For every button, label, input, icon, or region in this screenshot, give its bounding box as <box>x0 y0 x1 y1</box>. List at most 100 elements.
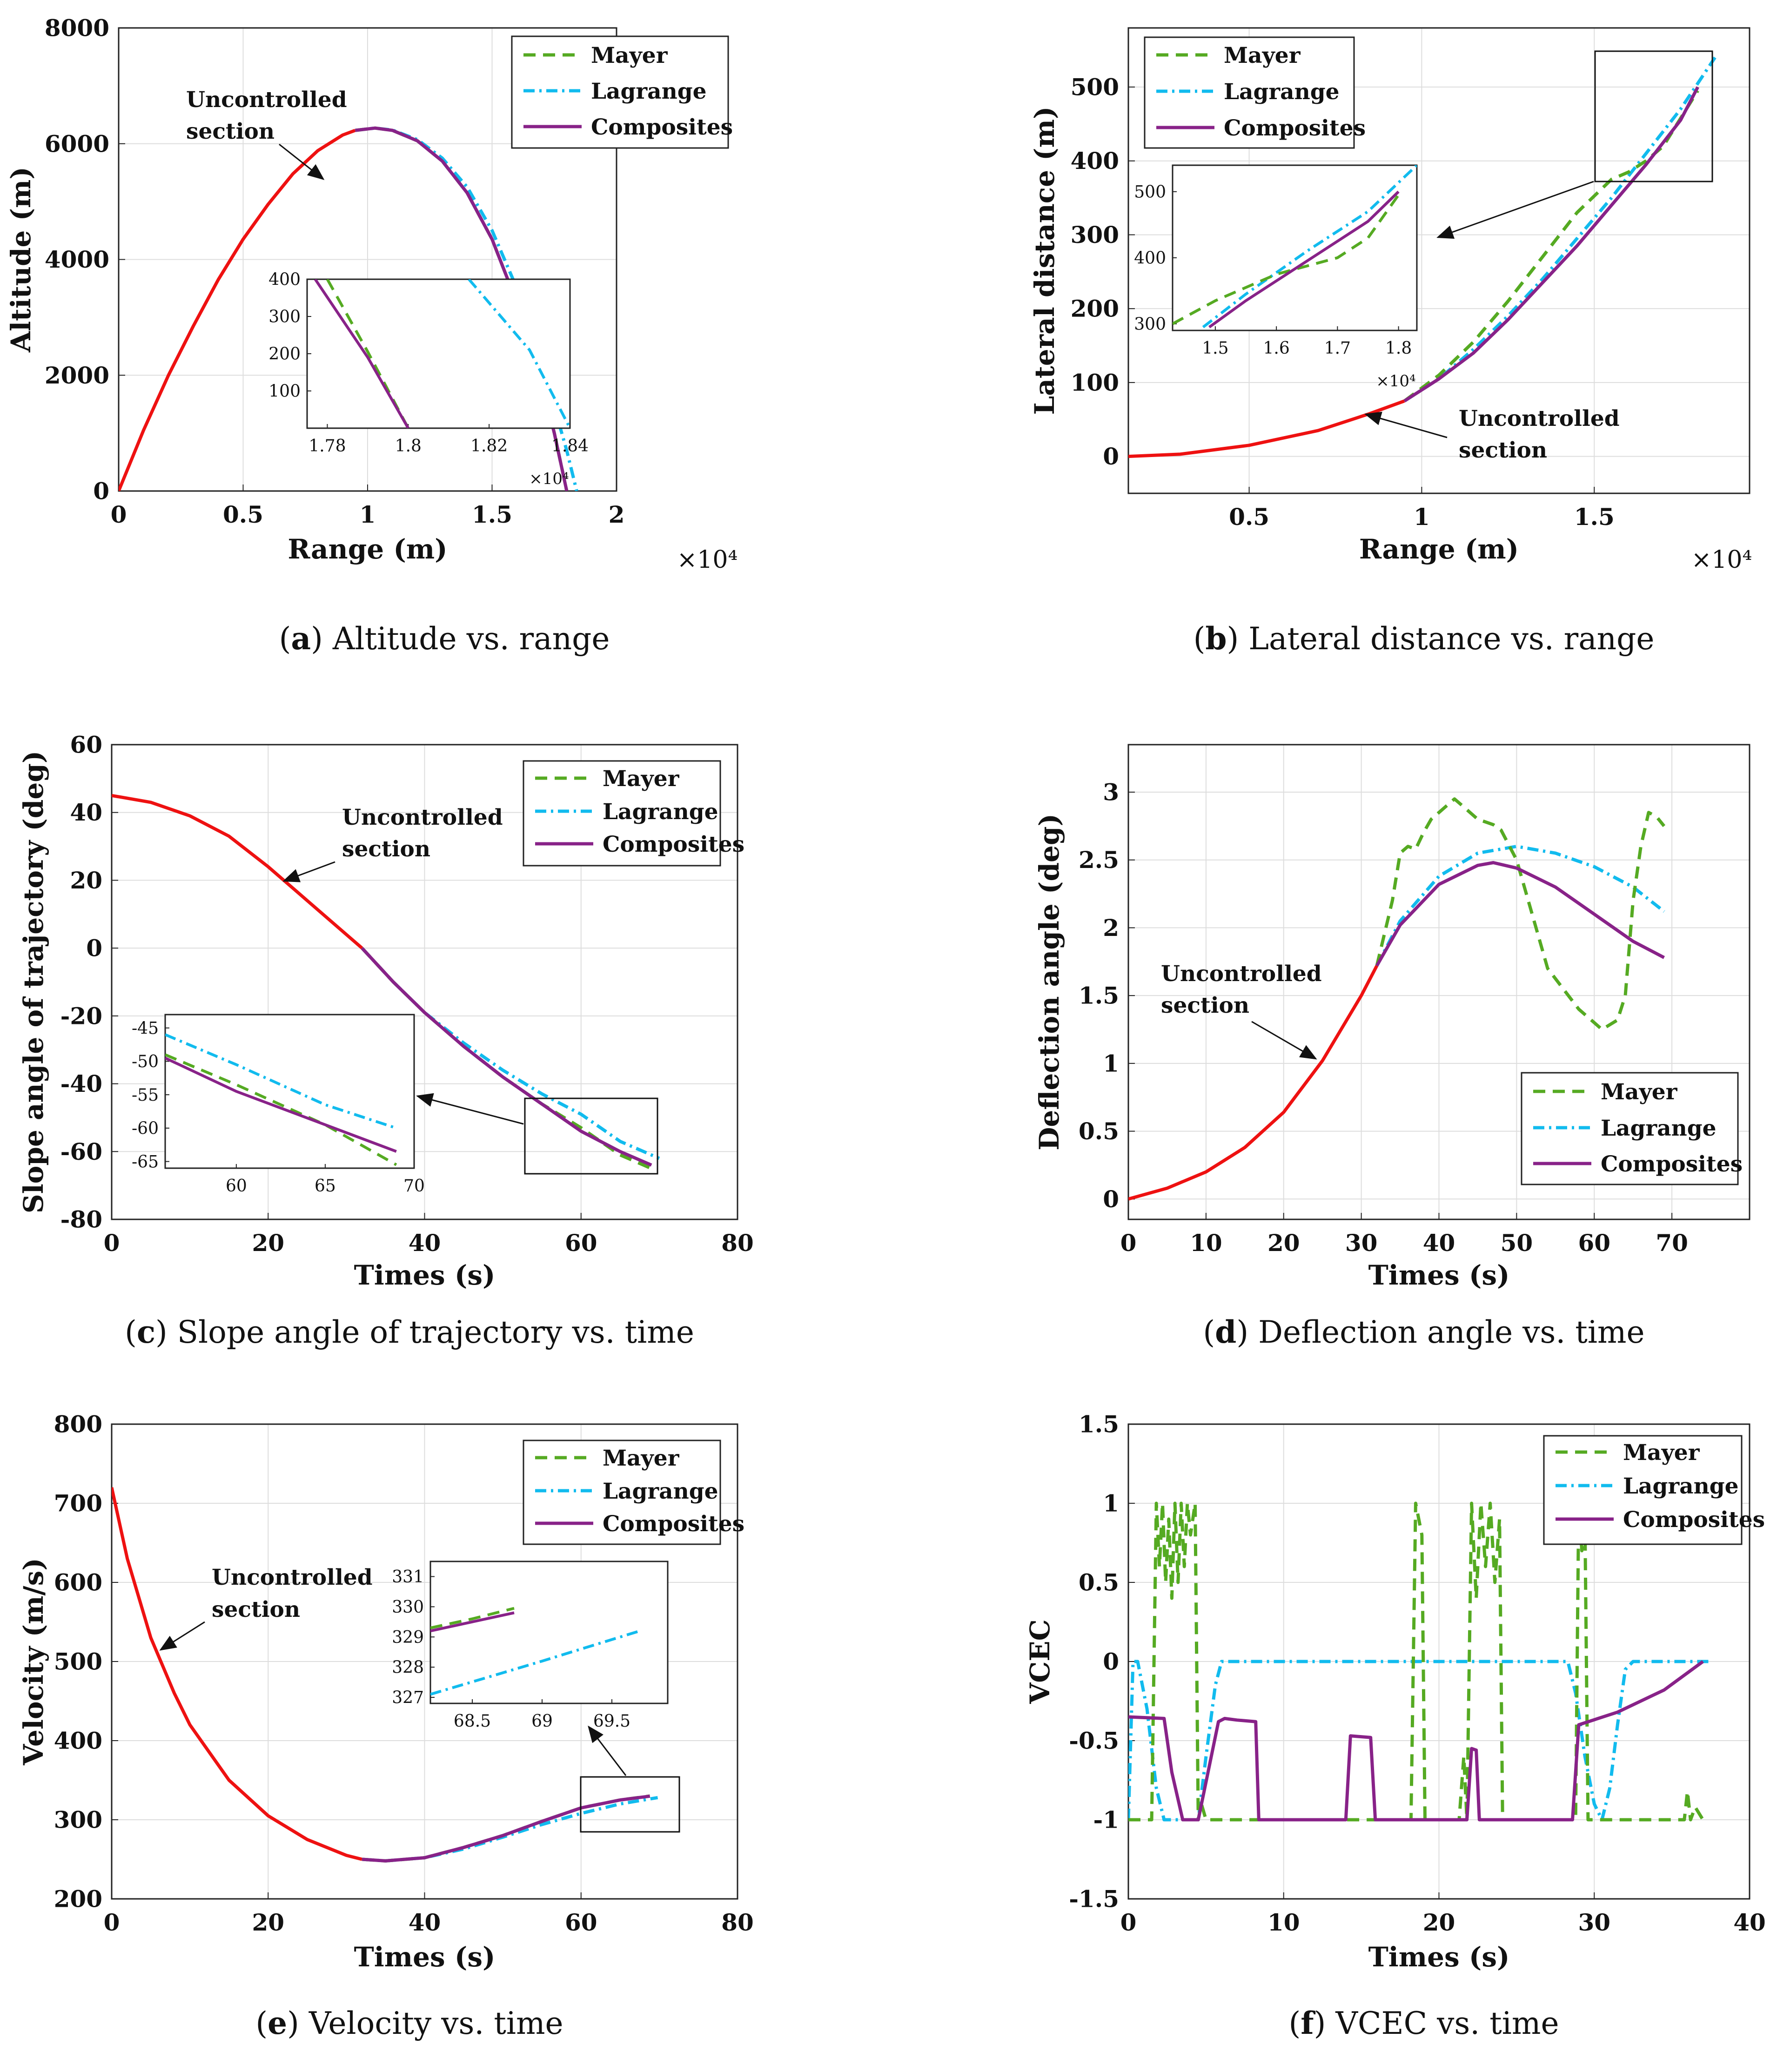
chart-a-legend-label-mayer: Mayer <box>591 43 668 68</box>
chart-b-inset-xtick-label: 1.5 <box>1202 339 1228 358</box>
chart-d-series-composites-point <box>1555 887 1556 888</box>
chart-b-x-axis-label: Range (m) <box>1359 533 1519 565</box>
chart-e-xtick-label: 20 <box>252 1909 284 1936</box>
chart-f-series-mayer-point <box>1575 1819 1576 1820</box>
chart-f-series-mayer-point <box>1178 1582 1179 1583</box>
chart-d-annotation-text: Uncontrolled <box>1161 961 1322 987</box>
chart-e-series-group <box>112 1487 658 1863</box>
chart-b-series-uncontrolled-line <box>1128 399 1405 458</box>
chart-a-series-composites-point <box>392 130 393 131</box>
chart-e-series-uncontrolled-point <box>150 1637 151 1638</box>
chart-a-series-composites-point <box>467 193 468 194</box>
chart-f-series-mayer-point <box>1471 1503 1472 1504</box>
chart-d-legend: Mayer Lagrange Composites <box>1521 1072 1743 1185</box>
chart-f-series-mayer-point <box>1687 1791 1688 1792</box>
chart-c-x-axis-label: Times (s) <box>354 1259 496 1291</box>
chart-c-caption: (c) Slope angle of trajectory vs. time <box>125 1314 694 1350</box>
chart-b-series-uncontrolled-point <box>1369 413 1370 414</box>
chart-d-series-group <box>1128 797 1666 1201</box>
chart-a-ytick-label: 4000 <box>45 246 109 273</box>
chart-e-inset-ytick-label: 327 <box>392 1689 424 1708</box>
chart-c-series-uncontrolled-line <box>112 794 363 949</box>
chart-c-series-mayer-point <box>651 1168 652 1169</box>
chart-d-series-composites-point <box>1663 957 1664 958</box>
chart-f-series-lagrange-point <box>1568 1661 1569 1662</box>
chart-b-inset-axes: 1.5 1.6 1.7 1.8 300 400 500 <box>1134 164 1418 358</box>
chart-f-ytick-label: 1.5 <box>1079 1411 1119 1438</box>
chart-e-inset-series-composites-point <box>472 1621 473 1622</box>
chart-d-plot-border <box>1127 744 1750 1220</box>
chart-b-series-composites-point <box>1439 378 1440 379</box>
chart-b-ytick-label: 400 <box>1071 147 1119 175</box>
chart-f-series-mayer-point <box>1181 1503 1182 1504</box>
chart-b-inset-series-lagrange-point <box>1246 294 1247 295</box>
chart-f-legend-label-mayer: Mayer <box>1623 1440 1700 1466</box>
chart-d-y-axis-label: Deflection angle (deg) <box>1033 814 1065 1150</box>
chart-b-legend-label-mayer: Mayer <box>1224 43 1301 68</box>
chart-e-ytick-label: 500 <box>54 1648 102 1675</box>
chart-b-series-mayer-point <box>1611 179 1612 180</box>
chart-f-series-lagrange-point <box>1215 1685 1216 1686</box>
chart-e-series-composites-point <box>463 1847 464 1848</box>
chart-f-series-composites-point <box>1237 1720 1238 1721</box>
chart-d-ytick-label: 2 <box>1103 914 1119 942</box>
chart-b-inset-xtick-label: 1.7 <box>1324 339 1351 358</box>
chart-c-series-group <box>112 794 660 1170</box>
chart-b-inset-series-lagrange-point <box>1307 251 1308 252</box>
chart-c-inset-series-composites-point <box>396 1151 397 1152</box>
chart-e-series-composites-line <box>362 1794 650 1863</box>
chart-d-series-mayer-point <box>1501 830 1502 831</box>
chart-c-series-lagrange-point <box>659 1158 660 1159</box>
chart-f-series-lagrange-line <box>1128 1660 1711 1822</box>
chart-f-x-axis-label: Times (s) <box>1368 1941 1510 1973</box>
chart-d-series-composites-point <box>1594 914 1595 915</box>
chart-f-series-mayer-point <box>1206 1819 1207 1820</box>
chart-a-inset-series-group <box>314 279 570 428</box>
chart-a-series-uncontrolled-point <box>218 279 219 280</box>
chart-b-inset-series-composites-line <box>1208 190 1400 329</box>
chart-c-series-composites-point <box>424 1012 425 1013</box>
chart-f-legend-label-lagrange: Lagrange <box>1623 1473 1739 1499</box>
chart-f-series-mayer-point <box>1490 1503 1491 1504</box>
chart-a-ytick-label: 2000 <box>45 362 109 389</box>
chart-a-inset-series-mayer-point <box>367 351 368 352</box>
chart-a-inset-ytick-label: 200 <box>268 345 301 364</box>
chart-f-series-lagrange-point <box>1156 1788 1157 1789</box>
chart-d-ytick-label: 0.5 <box>1079 1117 1119 1145</box>
chart-d-xtick-label: 70 <box>1656 1229 1688 1257</box>
chart-c-inset-series-lagrange-point <box>325 1104 326 1105</box>
chart-f-series-mayer-point <box>1588 1819 1589 1820</box>
chart-e-ytick-label: 300 <box>54 1806 102 1834</box>
chart-a-series-composites-point <box>492 239 493 240</box>
chart-d-series-mayer-point <box>1633 900 1634 901</box>
chart-e-inset-ytick-label: 328 <box>392 1658 424 1677</box>
chart-c-annotation-text: section <box>342 836 430 862</box>
chart-b-inset-ytick-label: 400 <box>1134 249 1166 268</box>
chart-b-caption: (b) Lateral distance vs. range <box>1194 620 1655 657</box>
chart-b-series-uncontrolled-point <box>1318 430 1319 431</box>
chart-b-inset-series-group <box>1173 165 1417 329</box>
chart-d-series-composites-point <box>1400 925 1401 926</box>
chart-c-legend-label-lagrange: Lagrange <box>603 799 718 825</box>
chart-b-ytick-label: 500 <box>1071 73 1119 101</box>
chart-c-inset-series-lagrange-line <box>165 1033 397 1130</box>
chart-b-inset-series-composites-point <box>1209 327 1210 328</box>
chart-b-series-composites-point <box>1576 245 1577 246</box>
chart-d-series-lagrange-point <box>1663 911 1664 912</box>
chart-e-inset-series-mayer-point <box>514 1608 515 1609</box>
chart-f-series-mayer-point <box>1463 1756 1464 1757</box>
chart-f-ytick-label: -0.5 <box>1069 1727 1119 1755</box>
chart-c-legend-box <box>523 760 721 867</box>
chart-b-legend: Mayer Lagrange Composites <box>1144 36 1366 149</box>
chart-c-inset-series-mayer-point <box>236 1084 237 1085</box>
chart-d-caption-text: Deflection angle vs. time <box>1258 1314 1645 1350</box>
chart-b-inset-xtick-label: 1.8 <box>1385 339 1412 358</box>
chart-b-xtick-label: 0.5 <box>1229 503 1269 531</box>
chart-c-zoom-box <box>524 1097 658 1175</box>
chart-f-series-mayer-point <box>1159 1566 1160 1567</box>
chart-a-inset-ytick-label: 300 <box>268 308 301 327</box>
chart-e-series-lagrange-point <box>542 1824 543 1825</box>
chart-f-series-mayer-point <box>1171 1598 1172 1599</box>
chart-d-series-uncontrolled-point <box>1283 1112 1284 1113</box>
chart-d-legend-label-mayer: Mayer <box>1601 1079 1678 1105</box>
